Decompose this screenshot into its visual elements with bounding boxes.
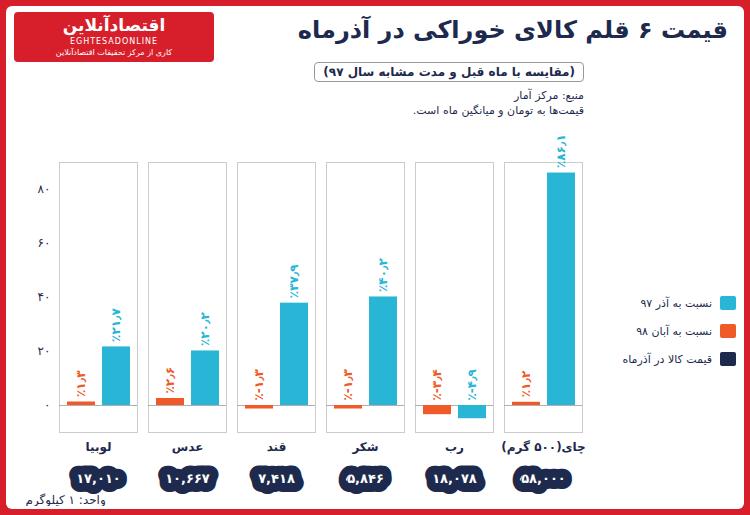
svg-text:۸۰: ۸۰ (38, 182, 51, 196)
svg-text:۱۸,۰۷۸: ۱۸,۰۷۸ (432, 471, 477, 486)
svg-text:چای(۵۰۰ گرم): چای(۵۰۰ گرم) (501, 440, 586, 455)
html-text:(مقایسه با ماه قبل و مدت مشابه: (مقایسه با ماه قبل و مدت مشابه سال ۹۷) (323, 65, 575, 79)
svg-text:قند: قند (267, 440, 287, 454)
svg-text:٪-۱٫۳: ٪-۱٫۳ (252, 368, 266, 400)
svg-text:۷,۴۱۸: ۷,۴۱۸ (258, 471, 295, 486)
html-text:قیمت کالا در آذرماه: قیمت کالا در آذرماه (622, 352, 712, 366)
svg-text:٪۲۰٫۲: ٪۲۰٫۲ (198, 311, 212, 345)
svg-text:٪۲٫۶: ٪۲٫۶ (163, 367, 177, 393)
svg-text:٪۱٫۲: ٪۱٫۲ (519, 370, 533, 397)
html-text:منبع: مرکز آمار: منبع: مرکز آمار (514, 89, 584, 102)
svg-text:٪۴۰٫۲: ٪۴۰٫۲ (376, 257, 390, 291)
svg-text:۲۰: ۲۰ (38, 344, 51, 358)
svg-text:شکر: شکر (351, 440, 378, 454)
html-text:EGHTESADONLINE: EGHTESADONLINE (69, 37, 159, 46)
svg-text:۴۰: ۴۰ (38, 290, 51, 304)
svg-text:واحد: ۱ کیلوگرم: واحد: ۱ کیلوگرم (26, 493, 106, 507)
svg-text:٪۱٫۳: ٪۱٫۳ (74, 370, 88, 397)
svg-text:٪۸۶٫۱: ٪۸۶٫۱ (554, 134, 568, 168)
svg-text:۱۰,۶۶۷: ۱۰,۶۶۷ (165, 471, 210, 486)
html-text:قیمت ۶ قلم کالای خوراکی در آذر: قیمت ۶ قلم کالای خوراکی در آذرماه (297, 16, 728, 44)
svg-text:٪-۳٫۴: ٪-۳٫۴ (430, 369, 444, 400)
html-text:کاری از مرکز تحقیقات اقتصادآنل: کاری از مرکز تحقیقات اقتصادآنلاین (55, 48, 173, 57)
svg-text:٪۳۷٫۹: ٪۳۷٫۹ (287, 264, 301, 298)
svg-text:٪-۱٫۳: ٪-۱٫۳ (341, 368, 355, 400)
svg-text:عدس: عدس (172, 440, 204, 454)
svg-text:۶۰: ۶۰ (38, 236, 51, 250)
html-text:نسبت به آذر ۹۷: نسبت به آذر ۹۷ (640, 296, 712, 310)
svg-text:۵,۸۴۶: ۵,۸۴۶ (347, 471, 384, 486)
svg-text:رب: رب (445, 440, 464, 454)
svg-text:۰: ۰ (44, 398, 50, 412)
svg-text:لوبیا: لوبیا (86, 440, 112, 455)
html-text:قیمت‌ها به تومان و میانگین ماه: قیمت‌ها به تومان و میانگین ماه است. (412, 104, 584, 117)
svg-text:۵۸,۰۰۰: ۵۸,۰۰۰ (521, 471, 566, 486)
html-text:نسبت به آبان ۹۸: نسبت به آبان ۹۸ (636, 324, 712, 338)
svg-text:۱۷,۰۱۰: ۱۷,۰۱۰ (76, 471, 121, 486)
html-text:اقتصادآنلاین: اقتصادآنلاین (62, 15, 166, 35)
svg-text:٪-۴٫۹: ٪-۴٫۹ (465, 368, 479, 400)
svg-text:٪۲۱٫۷: ٪۲۱٫۷ (109, 307, 123, 341)
